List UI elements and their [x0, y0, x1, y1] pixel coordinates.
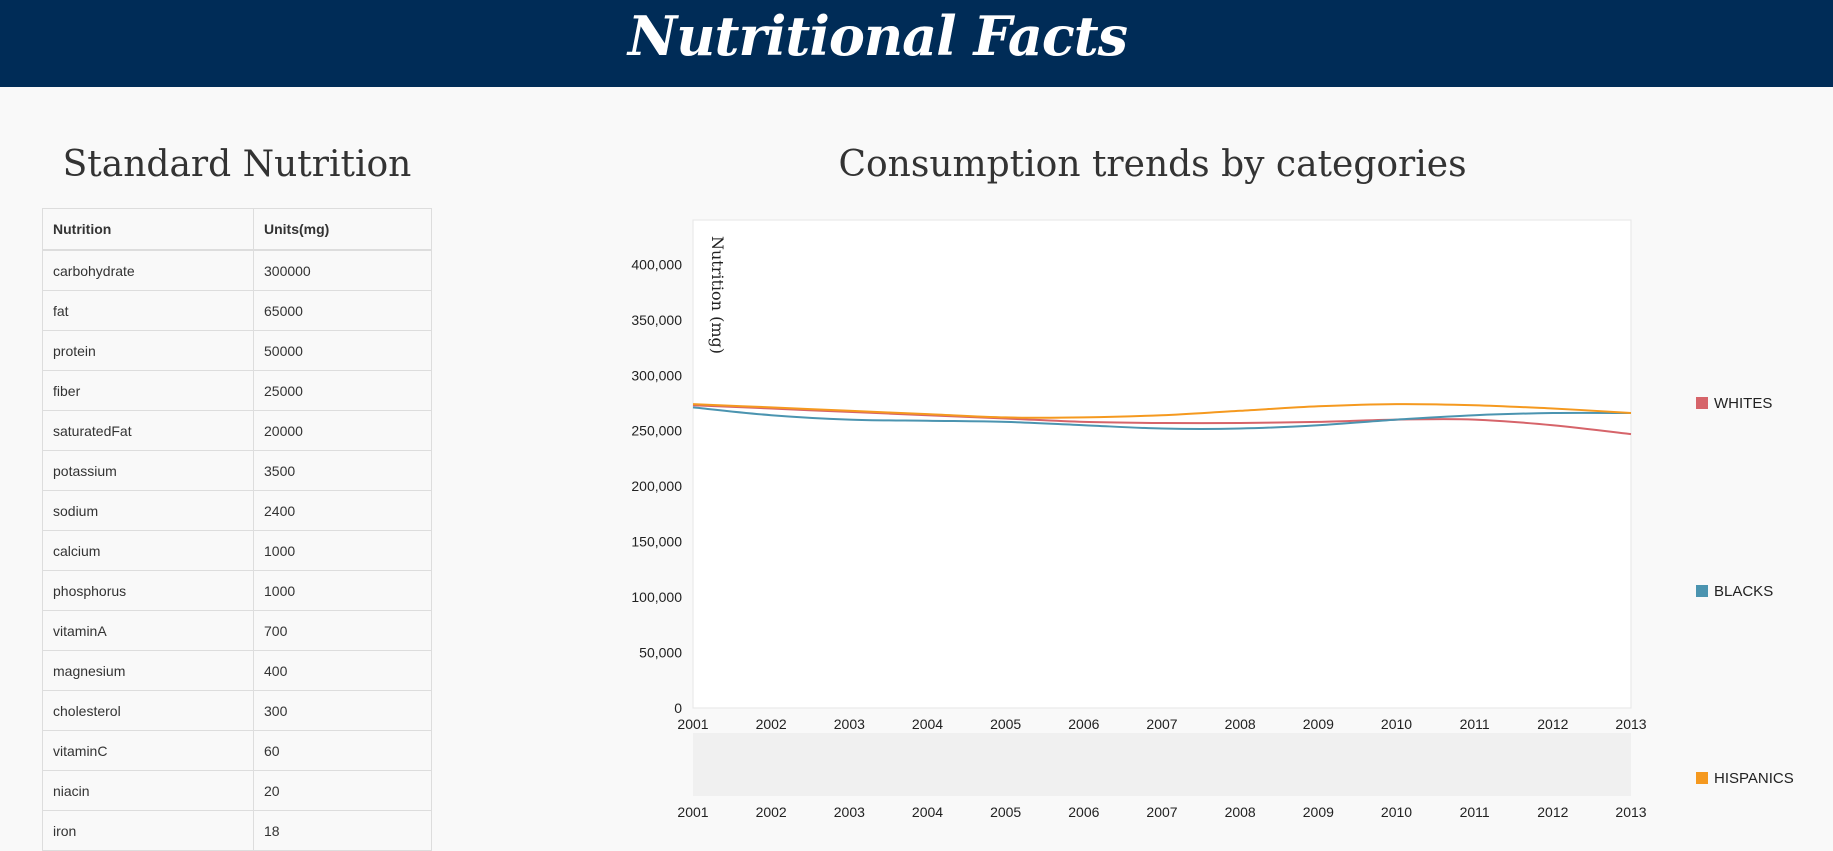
y-tick-label: 400,000 — [631, 256, 682, 272]
legend-swatch-blacks — [1696, 585, 1708, 597]
nutrient-name-cell: sodium — [42, 490, 254, 531]
nutrient-name-cell: carbohydrate — [42, 249, 254, 291]
x-tick-label: 2011 — [1460, 716, 1490, 732]
standard-nutrition-table: Nutrition Units(mg) carbohydrate 300000 fa… — [42, 208, 432, 851]
overview-x-tick-label: 2002 — [756, 804, 787, 820]
standard-nutrition-title: Standard Nutrition — [62, 144, 412, 185]
page-title: Nutritional Facts — [627, 4, 1128, 68]
table-row: phosphorus 1000 — [42, 570, 432, 611]
nutrient-name-cell: protein — [42, 330, 254, 371]
table-row: fat 65000 — [42, 290, 432, 331]
nutrient-name-cell: vitaminA — [42, 610, 254, 651]
nutrient-units-cell: 1000 — [253, 530, 432, 571]
table-row: protein 50000 — [42, 330, 432, 371]
table-row: carbohydrate 300000 — [42, 249, 432, 291]
legend-label-blacks: BLACKS — [1714, 583, 1773, 600]
overview-x-tick-label: 2008 — [1225, 804, 1256, 820]
overview-x-tick-label: 2001 — [677, 804, 708, 820]
nutrient-units-cell: 3500 — [253, 450, 432, 491]
header-banner: Nutritional Facts — [0, 0, 1833, 87]
y-axis-label: Nutrition (mg) — [708, 236, 727, 354]
x-tick-label: 2012 — [1537, 716, 1568, 732]
y-tick-label: 0 — [674, 700, 682, 716]
x-tick-label: 2003 — [834, 716, 865, 732]
legend-swatch-whites — [1696, 397, 1708, 409]
column-header-units: Units(mg) — [253, 208, 432, 251]
series-line-hispanics — [692, 403, 1632, 419]
overview-x-tick-label: 2007 — [1146, 804, 1177, 820]
overview-x-tick-label: 2003 — [834, 804, 865, 820]
table-row: potassium 3500 — [42, 450, 432, 491]
nutrient-units-cell: 2400 — [253, 490, 432, 531]
x-tick-label: 2010 — [1381, 716, 1412, 732]
nutrient-units-cell: 300000 — [253, 249, 432, 291]
x-tick-label: 2009 — [1303, 716, 1334, 732]
y-tick-label: 300,000 — [631, 367, 682, 383]
x-tick-label: 2002 — [756, 716, 787, 732]
overview-x-tick-label: 2009 — [1303, 804, 1334, 820]
x-tick-label: 2001 — [677, 716, 708, 732]
nutrient-name-cell: vitaminC — [42, 730, 254, 771]
table-row: vitaminA 700 — [42, 610, 432, 651]
table-row: sodium 2400 — [42, 490, 432, 531]
nutrient-name-cell: fiber — [42, 370, 254, 411]
nutrient-name-cell: niacin — [42, 770, 254, 811]
table-header-row: Nutrition Units(mg) — [42, 208, 432, 251]
overview-x-tick-label: 2011 — [1460, 804, 1490, 820]
y-tick-label: 100,000 — [631, 589, 682, 605]
y-tick-label: 350,000 — [631, 312, 682, 328]
x-tick-label: 2005 — [990, 716, 1021, 732]
table-row: calcium 1000 — [42, 530, 432, 571]
nutrient-name-cell: fat — [42, 290, 254, 331]
series-line-whites — [692, 404, 1632, 436]
overview-x-tick-label: 2012 — [1537, 804, 1568, 820]
plot-area — [692, 219, 1632, 709]
x-tick-label: 2004 — [912, 716, 943, 732]
table-body: carbohydrate 300000 fat 65000 protein 50000 fi… — [42, 249, 432, 851]
table-row: saturatedFat 20000 — [42, 410, 432, 451]
overview-x-tick-label: 2006 — [1068, 804, 1099, 820]
x-tick-label: 2007 — [1146, 716, 1177, 732]
table-row: cholesterol 300 — [42, 690, 432, 731]
column-header-nutrition: Nutrition — [42, 208, 254, 251]
x-tick-label: 2006 — [1068, 716, 1099, 732]
nutrient-name-cell: saturatedFat — [42, 410, 254, 451]
x-tick-label: 2013 — [1615, 716, 1646, 732]
y-tick-label: 250,000 — [631, 423, 682, 439]
overview-x-tick-label: 2013 — [1615, 804, 1646, 820]
legend-label-whites: WHITES — [1714, 395, 1772, 412]
nutrient-name-cell: cholesterol — [42, 690, 254, 731]
y-tick-label: 50,000 — [639, 645, 682, 661]
series-line-blacks — [692, 406, 1632, 430]
nutrient-name-cell: potassium — [42, 450, 254, 491]
table-row: fiber 25000 — [42, 370, 432, 411]
nutrient-units-cell: 1000 — [253, 570, 432, 611]
overview-x-tick-label: 2005 — [990, 804, 1021, 820]
legend-swatch-hispanics — [1696, 772, 1708, 784]
y-tick-label: 200,000 — [631, 478, 682, 494]
trends-title: Consumption trends by categories — [838, 144, 1467, 185]
table-row: niacin 20 — [42, 770, 432, 811]
nutrient-units-cell: 50000 — [253, 330, 432, 371]
consumption-trends-chart: 0 50,000 100,000 150,000 200,000 250,000 300,0… — [631, 219, 1794, 820]
nutrient-units-cell: 300 — [253, 690, 432, 731]
overview-x-tick-label: 2010 — [1381, 804, 1412, 820]
overview-brush-area — [693, 733, 1631, 796]
y-tick-label: 150,000 — [631, 534, 682, 550]
nutrient-units-cell: 20000 — [253, 410, 432, 451]
legend-label-hispanics: HISPANICS — [1714, 770, 1794, 787]
nutrient-units-cell: 25000 — [253, 370, 432, 411]
x-tick-label: 2008 — [1225, 716, 1256, 732]
overview-x-tick-label: 2004 — [912, 804, 943, 820]
